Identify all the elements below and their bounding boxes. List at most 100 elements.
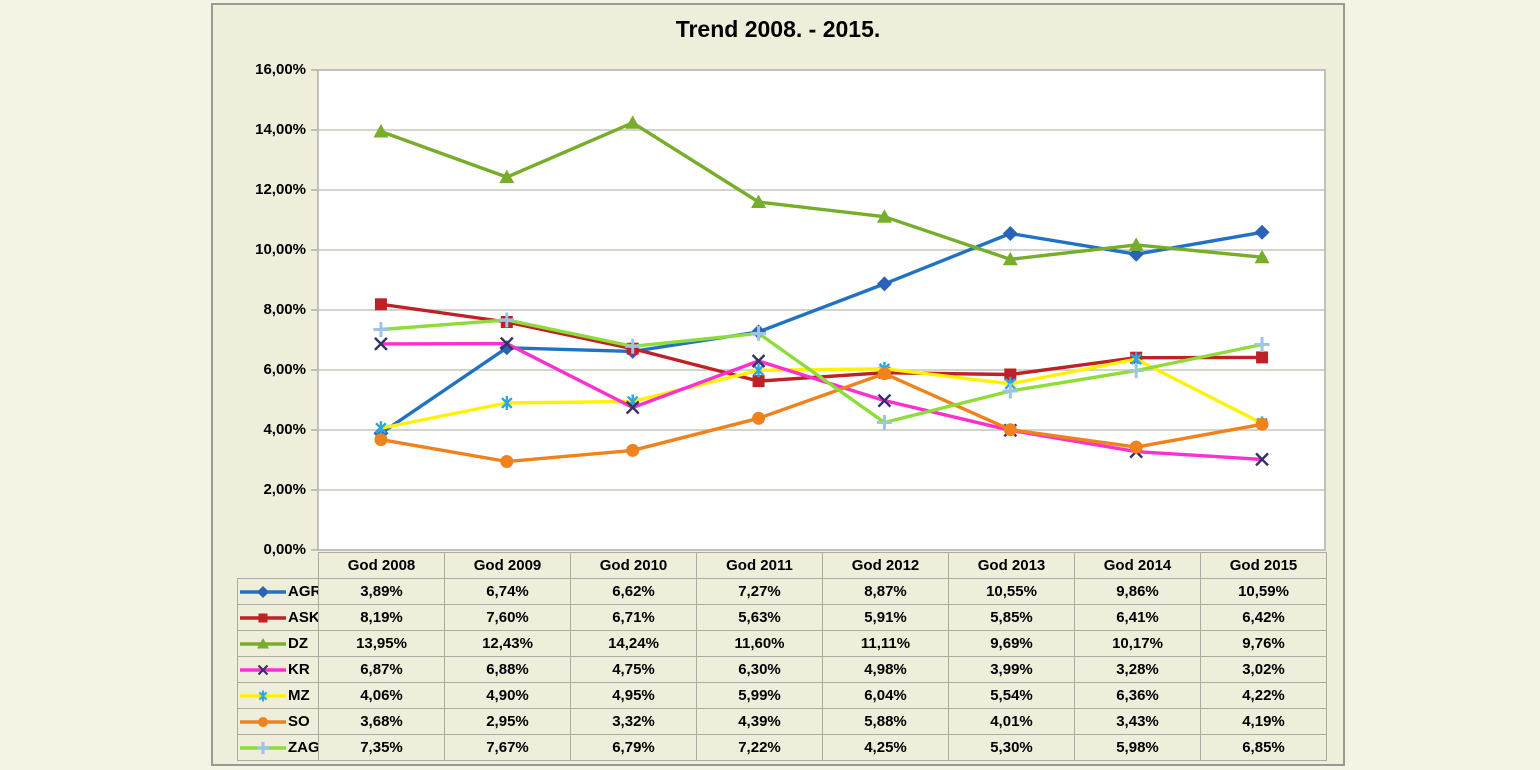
legend-marker-MZ: [240, 690, 286, 701]
table-value-cell: 5,98%: [1074, 734, 1201, 761]
table-value-cell: 6,87%: [318, 656, 445, 683]
table-header-cell: God 2009: [444, 552, 571, 579]
table-value-cell: 4,01%: [948, 708, 1075, 735]
table-header-row: God 2008 God 2009 God 2010 God 2011 God 2012…: [238, 552, 1327, 579]
series-name: KR: [288, 661, 310, 678]
table-value-cell: 9,76%: [1200, 630, 1327, 657]
table-value-cell: 7,35%: [318, 734, 445, 761]
y-axis-tick-label: 6,00%: [263, 361, 306, 378]
table-value-cell: 14,24%: [570, 630, 697, 657]
series-SO: [374, 367, 1269, 468]
table-value-cell: 10,59%: [1200, 578, 1327, 605]
table-value-cell: 10,55%: [948, 578, 1075, 605]
y-axis-tick-label: 2,00%: [263, 481, 306, 498]
table-value-cell: 6,62%: [570, 578, 697, 605]
series-name: ASK: [288, 609, 319, 626]
table-value-cell: 9,86%: [1074, 578, 1201, 605]
table-value-cell: 12,43%: [444, 630, 571, 657]
series-KR: [374, 336, 1269, 467]
table-value-cell: 9,69%: [948, 630, 1075, 657]
legend-marker-KR: [240, 664, 286, 675]
table-value-cell: 4,75%: [570, 656, 697, 683]
y-axis-tick-label: 16,00%: [255, 61, 306, 78]
table-header-cell: God 2012: [822, 552, 949, 579]
y-axis-tick-label: 10,00%: [255, 241, 306, 258]
table-header-cell: God 2013: [948, 552, 1075, 579]
series-name: AGR: [288, 583, 319, 600]
table-value-cell: 8,19%: [318, 604, 445, 631]
table-row-MZ: MZ 4,06% 4,90% 4,95% 5,99% 6,04% 5,54% 6,36% 4,2…: [237, 682, 1327, 709]
table-header-cell: God 2015: [1200, 552, 1327, 579]
series-name: SO: [288, 713, 310, 730]
table-value-cell: 4,98%: [822, 656, 949, 683]
table-value-cell: 6,41%: [1074, 604, 1201, 631]
table-header-cell: God 2014: [1074, 552, 1201, 579]
table-value-cell: 3,02%: [1200, 656, 1327, 683]
table-value-cell: 6,30%: [696, 656, 823, 683]
table-header-cell: God 2010: [570, 552, 697, 579]
table-value-cell: 4,25%: [822, 734, 949, 761]
y-axis-tick-label: 14,00%: [255, 121, 306, 138]
table-value-cell: 7,27%: [696, 578, 823, 605]
table-value-cell: 4,90%: [444, 682, 571, 709]
table-value-cell: 6,85%: [1200, 734, 1327, 761]
plot-border: [317, 69, 1326, 551]
table-value-cell: 6,42%: [1200, 604, 1327, 631]
table-value-cell: 6,88%: [444, 656, 571, 683]
legend-marker-SO: [240, 716, 286, 727]
y-axis-tick-label: 0,00%: [263, 541, 306, 558]
table-value-cell: 5,63%: [696, 604, 823, 631]
legend-key-MZ: MZ: [237, 682, 319, 709]
legend-key-SO: SO: [237, 708, 319, 735]
table-corner-cell: [238, 553, 319, 579]
table-value-cell: 6,74%: [444, 578, 571, 605]
table-value-cell: 7,60%: [444, 604, 571, 631]
table-header-cell: God 2008: [318, 552, 445, 579]
table-value-cell: 7,67%: [444, 734, 571, 761]
legend-key-ZAG: ZAG: [237, 734, 319, 761]
table-value-cell: 7,22%: [696, 734, 823, 761]
series-ZAG: [373, 312, 1270, 430]
table-row-DZ: DZ 13,95% 12,43% 14,24% 11,60% 11,11% 9,69% 10,…: [237, 630, 1327, 657]
table-value-cell: 6,36%: [1074, 682, 1201, 709]
plot-area: [311, 69, 1326, 551]
table-value-cell: 3,32%: [570, 708, 697, 735]
series-name: ZAG: [288, 739, 319, 756]
table-value-cell: 3,68%: [318, 708, 445, 735]
y-axis-tick-label: 4,00%: [263, 421, 306, 438]
table-row-AGR: AGR 3,89% 6,74% 6,62% 7,27% 8,87% 10,55% 9,86% 1…: [237, 578, 1327, 605]
table-value-cell: 6,04%: [822, 682, 949, 709]
table-value-cell: 5,88%: [822, 708, 949, 735]
table-value-cell: 8,87%: [822, 578, 949, 605]
table-row-ZAG: ZAG 7,35% 7,67% 6,79% 7,22% 4,25% 5,30% 5,98% 6,…: [237, 734, 1327, 761]
table-value-cell: 11,11%: [822, 630, 949, 657]
legend-key-AGR: AGR: [237, 578, 319, 605]
table-value-cell: 4,22%: [1200, 682, 1327, 709]
legend-key-DZ: DZ: [237, 630, 319, 657]
table-value-cell: 5,85%: [948, 604, 1075, 631]
table-value-cell: 10,17%: [1074, 630, 1201, 657]
data-table: God 2008 God 2009 God 2010 God 2011 God 2012…: [237, 552, 1327, 761]
legend-marker-ASK: [240, 613, 286, 622]
series-name: MZ: [288, 687, 310, 704]
table-value-cell: 5,99%: [696, 682, 823, 709]
table-value-cell: 3,99%: [948, 656, 1075, 683]
table-value-cell: 4,95%: [570, 682, 697, 709]
table-value-cell: 6,79%: [570, 734, 697, 761]
table-value-cell: 4,39%: [696, 708, 823, 735]
table-value-cell: 4,19%: [1200, 708, 1327, 735]
table-header-cell: God 2011: [696, 552, 823, 579]
legend-marker-DZ: [240, 637, 286, 648]
table-value-cell: 5,30%: [948, 734, 1075, 761]
legend-key-KR: KR: [237, 656, 319, 683]
table-value-cell: 5,91%: [822, 604, 949, 631]
table-value-cell: 4,06%: [318, 682, 445, 709]
table-value-cell: 5,54%: [948, 682, 1075, 709]
table-value-cell: 3,28%: [1074, 656, 1201, 683]
y-axis-tick-label: 8,00%: [263, 301, 306, 318]
table-row-ASK: ASK 8,19% 7,60% 6,71% 5,63% 5,91% 5,85% 6,41% 6,…: [237, 604, 1327, 631]
table-value-cell: 3,89%: [318, 578, 445, 605]
table-value-cell: 13,95%: [318, 630, 445, 657]
series-DZ: [373, 115, 1270, 266]
